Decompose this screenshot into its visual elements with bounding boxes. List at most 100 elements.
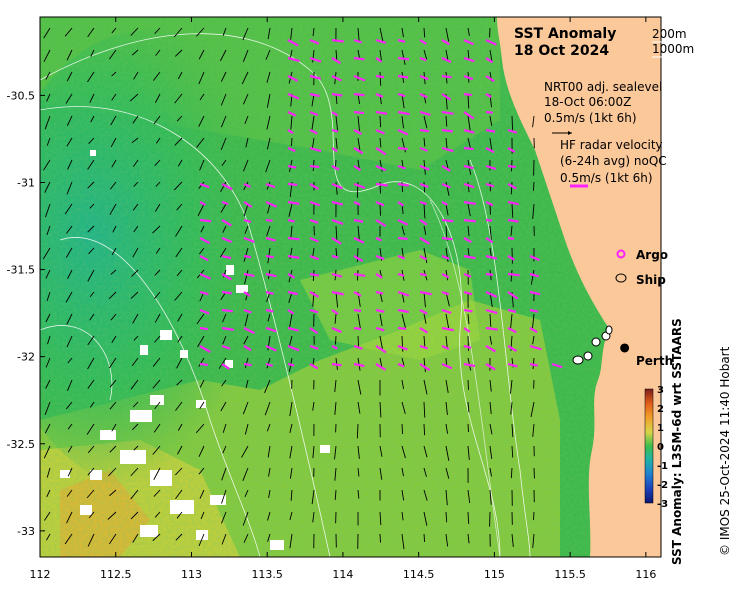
altimetry-vector (87, 27, 95, 38)
map-date: 18 Oct 2024 (514, 43, 609, 59)
altimetry-vector (46, 137, 51, 146)
altimetry-vector (154, 203, 161, 212)
altimetry-vector (153, 467, 161, 480)
hf-radar-vector (463, 92, 472, 97)
altimetry-vector (130, 27, 139, 36)
altimetry-vector (153, 489, 161, 497)
altimetry-vector (198, 357, 205, 367)
hf-radar-vector (221, 273, 232, 281)
altimetry-vector (423, 181, 426, 193)
colorbar-tick-label: 3 (657, 385, 664, 396)
altimetry-vector (334, 489, 337, 500)
altimetry-vector (423, 401, 426, 418)
hf-radar-vector (551, 362, 563, 369)
altimetry-vector (152, 71, 161, 81)
altimetry-vector (264, 379, 271, 394)
altimetry-vector (467, 313, 470, 325)
hf-radar-vector (221, 200, 229, 206)
hf-radar-vector (375, 128, 385, 135)
altimetry-vector (44, 115, 51, 130)
hf-radar-vector (287, 236, 300, 241)
altimetry-vector (467, 511, 470, 524)
altimetry-vector (132, 247, 139, 258)
altimetry-vector (175, 401, 183, 411)
altimetry-vector (445, 115, 448, 127)
altimetry-vector (357, 225, 360, 242)
altimetry-vector (152, 379, 161, 389)
hf-radar-vector-field (199, 38, 563, 372)
altimetry-vector (335, 115, 339, 132)
altimetry-vector (108, 291, 117, 300)
rottnest-islands (572, 325, 613, 365)
altimetry-vector (467, 335, 470, 351)
altimetry-vector (109, 533, 117, 545)
hf-radar-vector (221, 236, 233, 244)
altimetry-vector (291, 137, 293, 147)
altimetry-vector (423, 533, 426, 543)
altimetry-vector (266, 225, 271, 237)
altimetry-vector (379, 27, 384, 43)
altimetry-vector (334, 445, 337, 460)
altimetry-vector (467, 489, 471, 504)
hf-radar-vector (331, 92, 343, 97)
hf-radar-vector (331, 326, 342, 334)
altimetry-vector (45, 71, 51, 80)
altimetry-vector (220, 71, 227, 82)
altimetry-vector (67, 159, 73, 170)
altimetry-vector (46, 225, 51, 236)
altimetry-vector (156, 137, 161, 144)
altimetry-vector (66, 335, 73, 348)
altimetry-vector (221, 511, 227, 524)
hf-radar-vector (353, 218, 364, 223)
hf-radar-vector (331, 128, 339, 133)
hf-radar-vector (199, 255, 209, 262)
altimetry-vector (467, 445, 470, 460)
altimetry-vector (423, 511, 428, 526)
hf-radar-vector (529, 362, 539, 367)
hf-radar-vector (463, 308, 473, 313)
altimetry-vector (45, 269, 51, 279)
altimetry-vector (220, 93, 227, 106)
altimetry-vector (510, 269, 513, 282)
altimetry-vector (154, 335, 161, 343)
altimetry-vector (357, 445, 360, 459)
hf-radar-vector (441, 146, 454, 153)
hf-radar-vector (309, 308, 319, 314)
hf-radar-vector (397, 182, 409, 187)
hf-radar-vector (287, 146, 296, 153)
altimetry-vector (153, 423, 161, 433)
hf-radar-vector (375, 38, 387, 45)
hf-radar-vector (375, 363, 387, 371)
altimetry-vector (153, 115, 161, 125)
hf-radar-vector (331, 111, 339, 117)
altimetry-vector (111, 93, 117, 101)
altimetry-vector (243, 159, 249, 172)
altimetry-vector (199, 401, 205, 410)
altimetry-vector (131, 137, 139, 144)
altimetry-vector (467, 93, 470, 109)
hf-radar-vector (419, 56, 427, 62)
altimetry-vector (445, 533, 449, 547)
altimetry-vector (132, 115, 139, 124)
map-plot-area (40, 17, 661, 557)
altimetry-vector (222, 27, 227, 36)
altimetry-vector (244, 115, 249, 124)
altimetry-vector (335, 181, 338, 195)
altimetry-vector (489, 225, 492, 240)
hf-radar-vector (287, 290, 298, 296)
altimetry-vector (243, 533, 249, 543)
altimetry-vector (243, 247, 249, 262)
hf-radar-vector (507, 308, 517, 313)
colorbar-label: SST Anomaly: L3SM-6d wrt SSTAARS (670, 318, 684, 565)
altimetry-vector (220, 401, 227, 412)
hf-radar-vector (397, 219, 409, 226)
altimetry-vector (66, 313, 73, 325)
altimetry-vector (155, 49, 161, 56)
hf-radar-vector (375, 254, 385, 261)
altimetry-vector (266, 93, 271, 108)
altimetry-vector (265, 49, 271, 60)
altimetry-vector (133, 335, 139, 341)
perth-marker[interactable] (620, 343, 630, 353)
altimetry-vector (89, 203, 95, 209)
